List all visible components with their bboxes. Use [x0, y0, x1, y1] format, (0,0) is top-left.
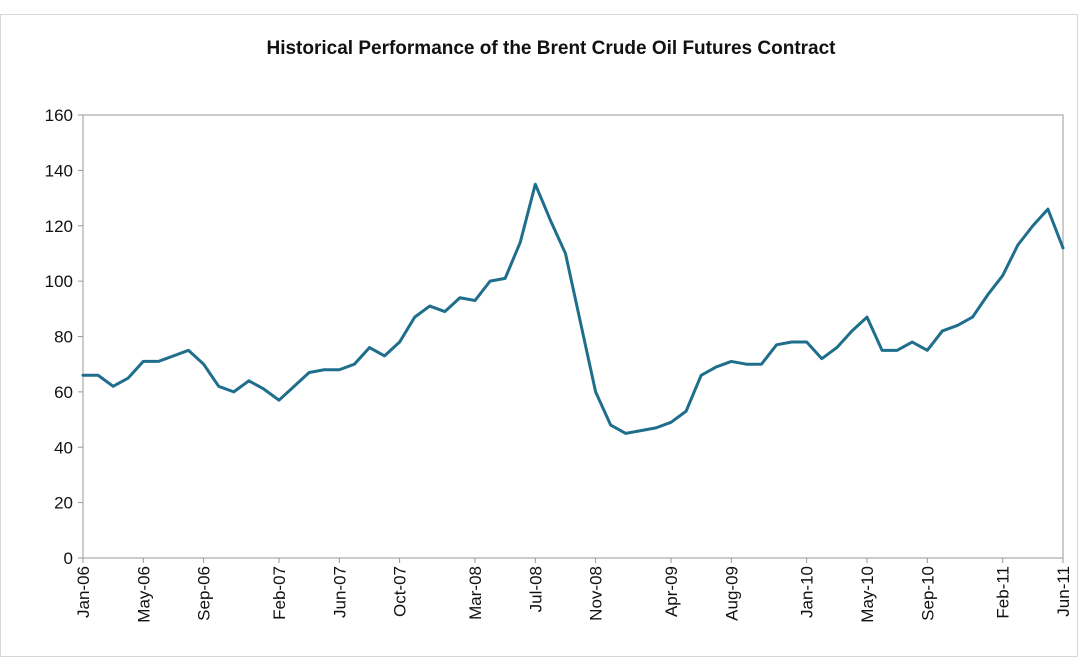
x-tick-label: Nov-08 — [587, 566, 606, 621]
plot-area — [82, 114, 1064, 559]
y-tick-label: 80 — [54, 328, 73, 347]
x-tick-label: Oct-07 — [391, 566, 410, 617]
y-tick-label: 0 — [64, 549, 73, 568]
y-tick-label: 140 — [45, 161, 73, 180]
frame — [0, 14, 1078, 657]
x-tick-label: Jun-11 — [1054, 566, 1073, 617]
x-tick-label: Jan-10 — [798, 566, 817, 618]
x-tick-label: May-10 — [858, 566, 877, 623]
y-tick-label: 160 — [45, 106, 73, 125]
y-tick-label: 40 — [54, 438, 73, 457]
x-tick-label: Jun-07 — [330, 566, 349, 618]
x-tick-label: Mar-08 — [466, 566, 485, 620]
y-tick-label: 20 — [54, 494, 73, 513]
x-tick-label: Apr-09 — [662, 566, 681, 617]
x-tick-label: Sep-06 — [195, 566, 214, 621]
y-tick-label: 60 — [54, 383, 73, 402]
y-tick-label: 100 — [45, 272, 73, 291]
x-tick-label: Sep-10 — [918, 566, 937, 621]
x-tick-label: Jul-08 — [526, 566, 545, 612]
x-tick-label: May-06 — [134, 566, 153, 623]
price-line — [81, 182, 1065, 435]
x-tick-label: Feb-11 — [994, 566, 1013, 619]
y-tick-label: 120 — [45, 217, 73, 236]
chart-title: Historical Performance of the Brent Crud… — [266, 38, 836, 59]
x-tick-label: Feb-07 — [270, 566, 289, 620]
x-tick-label: Jan-06 — [74, 566, 93, 618]
x-tick-label: Aug-09 — [722, 566, 741, 621]
